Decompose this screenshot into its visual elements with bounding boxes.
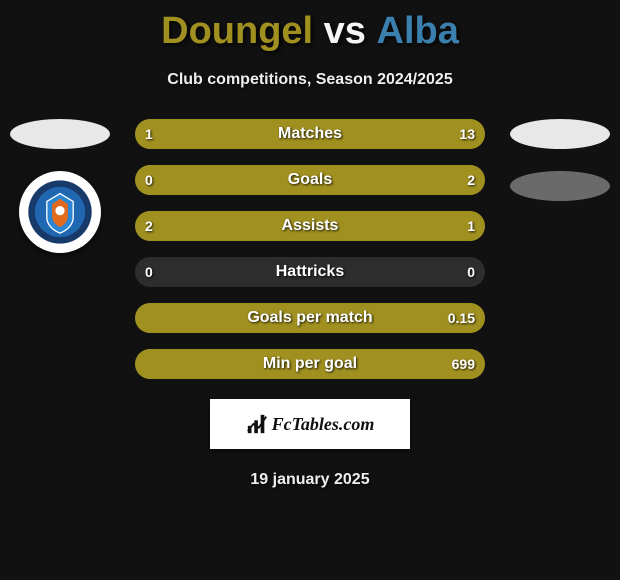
stat-left-value: 2 <box>145 211 153 241</box>
stat-right-value: 0 <box>467 257 475 287</box>
stat-label: Matches <box>135 119 485 149</box>
stat-right-value: 1 <box>467 211 475 241</box>
stat-right-value: 2 <box>467 165 475 195</box>
player1-club-logo <box>19 171 101 253</box>
stat-label: Goals <box>135 165 485 195</box>
date-text: 19 january 2025 <box>0 471 620 489</box>
stat-row: Goals per match0.15 <box>135 303 485 333</box>
stat-left-value: 0 <box>145 257 153 287</box>
stat-right-value: 0.15 <box>448 303 475 333</box>
stat-right-value: 13 <box>459 119 475 149</box>
stat-row: Goals0 2 <box>135 165 485 195</box>
stat-row: Assists2 1 <box>135 211 485 241</box>
stat-right-value: 699 <box>452 349 475 379</box>
stat-label: Assists <box>135 211 485 241</box>
vs-label: vs <box>324 10 366 53</box>
stat-label: Goals per match <box>135 303 485 333</box>
chart-icon <box>246 413 268 435</box>
stat-label: Hattricks <box>135 257 485 287</box>
stat-row: Matches1 13 <box>135 119 485 149</box>
player2-name: Alba <box>377 10 459 53</box>
watermark-label: FcTables.com <box>272 414 375 435</box>
stat-left-value: 0 <box>145 165 153 195</box>
comparison-content: Matches113Goals02Assists21Hattricks00Goa… <box>0 119 620 379</box>
page-title: Doungel vs Alba <box>0 0 620 53</box>
right-column <box>510 119 610 223</box>
left-column <box>10 119 110 253</box>
player2-avatar-1 <box>510 119 610 149</box>
subtitle: Club competitions, Season 2024/2025 <box>0 71 620 89</box>
stats-bars: Matches113Goals02Assists21Hattricks00Goa… <box>135 119 485 379</box>
player1-name: Doungel <box>161 10 313 53</box>
watermark-text: FcTables.com <box>246 413 375 435</box>
shield-icon <box>27 179 93 245</box>
watermark-badge: FcTables.com <box>210 399 410 449</box>
stat-row: Min per goal699 <box>135 349 485 379</box>
player1-avatar <box>10 119 110 149</box>
stat-row: Hattricks0 0 <box>135 257 485 287</box>
player2-avatar-2 <box>510 171 610 201</box>
stat-label: Min per goal <box>135 349 485 379</box>
stat-left-value: 1 <box>145 119 153 149</box>
